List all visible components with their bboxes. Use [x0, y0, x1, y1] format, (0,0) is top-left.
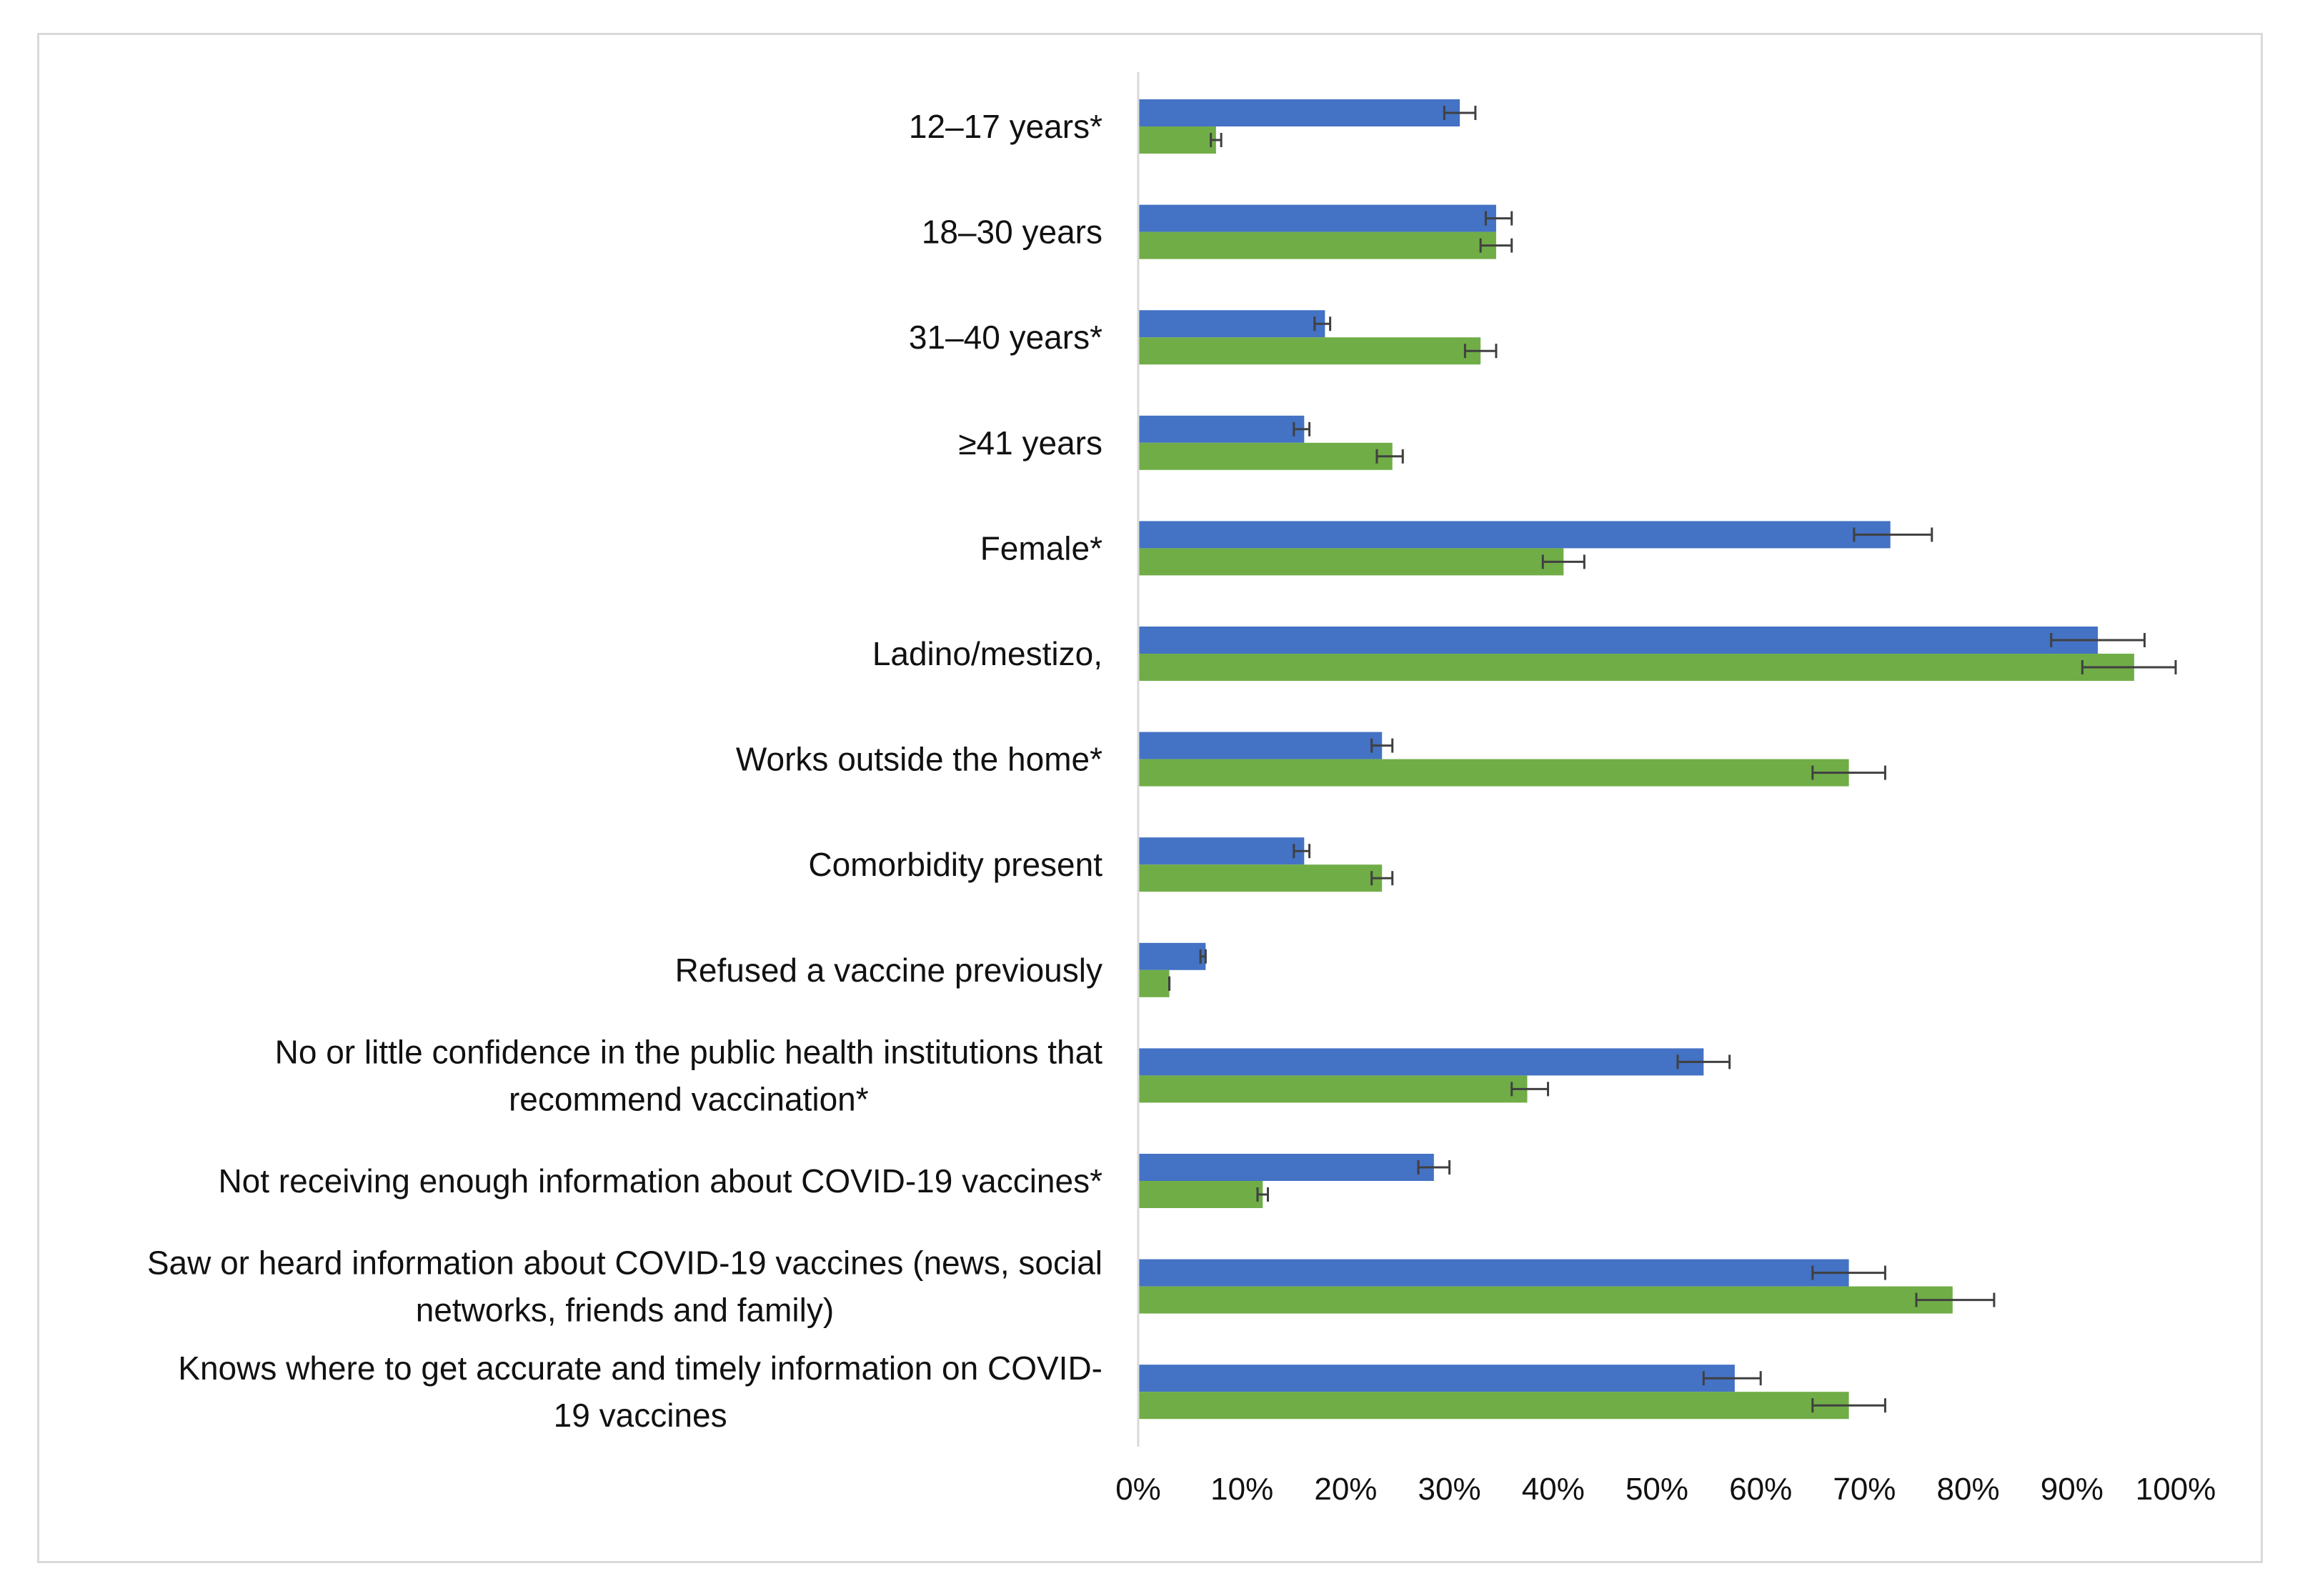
category-label-3: ≥41 years — [958, 424, 1102, 462]
category-label-8: Refused a vaccine previously — [675, 952, 1102, 989]
category-label-7: Comorbidity present — [808, 846, 1102, 883]
bar-s2-1 — [1139, 231, 1496, 259]
bar-s2-10 — [1139, 1181, 1263, 1208]
bar-s1-1 — [1139, 204, 1496, 232]
x-tick-label-9: 90% — [2041, 1472, 2104, 1507]
bar-s2-7 — [1139, 864, 1383, 892]
error-bars-layer — [1168, 106, 2177, 1413]
category-labels: 12–17 years* 18–30 years 31–40 years* ≥41 y… — [147, 108, 1102, 1434]
x-tick-label-2: 20% — [1314, 1472, 1377, 1507]
bar-s2-0 — [1139, 126, 1216, 154]
x-tick-label-10: 100% — [2136, 1472, 2216, 1507]
x-tick-label-6: 60% — [1729, 1472, 1792, 1507]
category-label-5: Ladino/mestizo, — [872, 635, 1102, 672]
bar-s1-11 — [1139, 1259, 1849, 1287]
bar-s1-4 — [1139, 521, 1891, 549]
x-tick-label-3: 30% — [1418, 1472, 1481, 1507]
bar-s2-6 — [1139, 759, 1849, 787]
category-label-12-line-0: Knows where to get accurate and timely i… — [178, 1350, 1102, 1387]
x-tick-label-8: 80% — [1937, 1472, 2000, 1507]
bar-s2-5 — [1139, 654, 2134, 681]
bar-s1-0 — [1139, 99, 1460, 126]
bar-s2-4 — [1139, 548, 1564, 576]
bar-s1-10 — [1139, 1154, 1434, 1181]
x-tick-label-1: 10% — [1210, 1472, 1273, 1507]
bar-s1-7 — [1139, 837, 1305, 865]
x-tick-label-5: 50% — [1626, 1472, 1688, 1507]
bar-s1-5 — [1139, 627, 2099, 654]
bar-s2-3 — [1139, 442, 1393, 470]
category-label-0: 12–17 years* — [909, 108, 1102, 145]
category-label-10: Not receiving enough information about C… — [218, 1162, 1102, 1200]
bar-s1-9 — [1139, 1048, 1704, 1076]
category-label-11-line-0: Saw or heard information about COVID-19 … — [147, 1245, 1102, 1282]
bar-chart: 12–17 years* 18–30 years 31–40 years* ≥41 y… — [147, 72, 2216, 1507]
category-label-2: 31–40 years* — [909, 319, 1102, 356]
bar-s2-12 — [1139, 1392, 1849, 1420]
x-tick-label-7: 70% — [1833, 1472, 1896, 1507]
x-tick-label-4: 40% — [1522, 1472, 1585, 1507]
category-label-6: Works outside the home* — [736, 741, 1102, 778]
x-tick-label-0: 0% — [1115, 1472, 1161, 1507]
bar-s2-8 — [1139, 969, 1170, 997]
category-label-1: 18–30 years — [922, 214, 1102, 251]
category-label-11-line-1: networks, friends and family) — [416, 1292, 834, 1329]
bar-s1-6 — [1139, 732, 1383, 759]
category-label-4: Female* — [980, 529, 1102, 567]
bar-s1-2 — [1139, 310, 1325, 338]
bars-layer — [1139, 99, 2134, 1420]
bar-s1-12 — [1139, 1365, 1735, 1392]
bar-s1-8 — [1139, 942, 1206, 970]
x-axis-ticks: 0% 10% 20% 30% 40% 50% 60% 70% 80% 90% 100% — [1115, 1472, 2216, 1507]
category-label-12-line-1: 19 vaccines — [554, 1397, 727, 1434]
category-label-9-line-0: No or little confidence in the public he… — [275, 1033, 1103, 1070]
bar-s2-9 — [1139, 1075, 1528, 1103]
bar-s2-2 — [1139, 337, 1481, 365]
bar-s2-11 — [1139, 1286, 1953, 1314]
category-label-9-line-1: recommend vaccination* — [509, 1080, 869, 1117]
chart-frame: 12–17 years* 18–30 years 31–40 years* ≥41 y… — [37, 33, 2263, 1563]
bar-s1-3 — [1139, 415, 1305, 443]
